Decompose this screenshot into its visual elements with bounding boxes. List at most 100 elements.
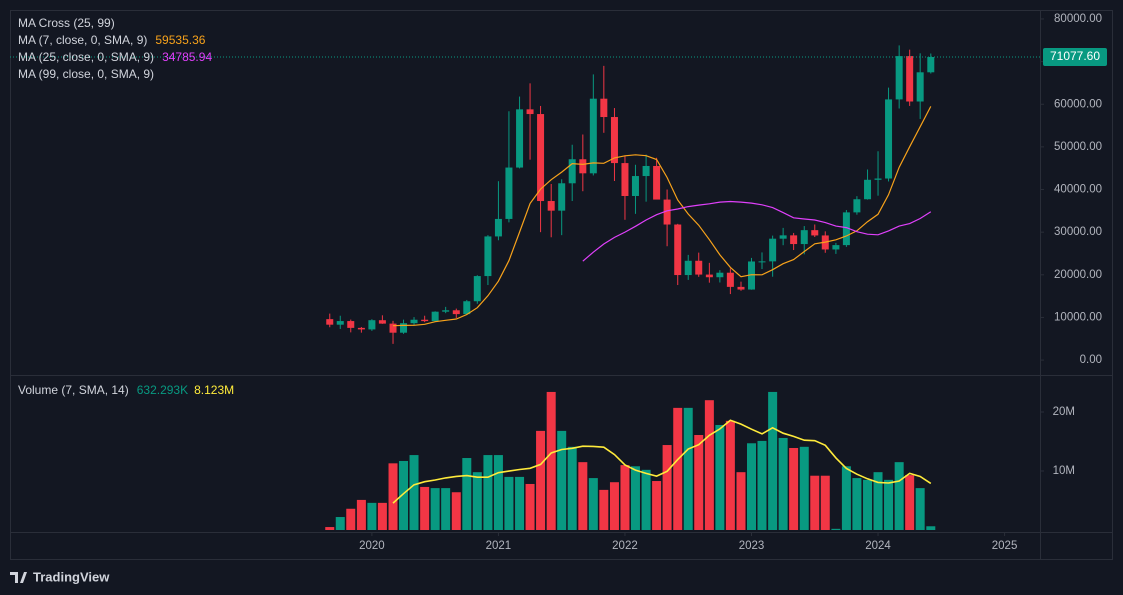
- x-tick-label: 2024: [865, 540, 891, 552]
- candle-body: [547, 201, 555, 211]
- indicator-name: MA (25, close, 0, SMA, 9): [18, 50, 154, 64]
- candle-body: [537, 114, 545, 202]
- volume-bar: [472, 472, 482, 530]
- volume-bar: [567, 446, 577, 530]
- brand-logo: [10, 572, 27, 583]
- candle-body: [895, 56, 903, 100]
- y-tick-label: 30000.00: [1054, 226, 1102, 238]
- candle-body: [452, 310, 460, 315]
- volume-bar: [325, 527, 335, 530]
- volume-bar: [641, 469, 651, 530]
- candle-body: [695, 260, 703, 275]
- indicator-name: MA (99, close, 0, SMA, 9): [18, 67, 154, 81]
- volume-bar: [504, 476, 514, 530]
- candle-body: [747, 261, 755, 290]
- volume-bar: [462, 458, 472, 530]
- volume-bar: [757, 440, 767, 530]
- volume-bar: [841, 466, 851, 530]
- x-tick-label: 2025: [992, 540, 1018, 552]
- candle-body: [906, 56, 914, 102]
- volume-bar: [620, 465, 630, 530]
- candle-body: [378, 320, 386, 324]
- y-tick-label: 20000.00: [1054, 269, 1102, 281]
- ma-line: [582, 200, 932, 262]
- volume-bar: [894, 462, 904, 530]
- volume-bar: [683, 407, 693, 530]
- candle-body: [663, 199, 671, 225]
- candle-body: [600, 98, 608, 118]
- candle-body: [484, 236, 492, 277]
- volume-bar: [377, 502, 387, 530]
- volume-bar: [831, 528, 841, 530]
- volume-legend: Volume (7, SMA, 14): [18, 383, 129, 397]
- volume-bar: [873, 472, 883, 530]
- volume-bar: [367, 502, 377, 530]
- candle-body: [705, 274, 713, 278]
- volume-bar: [557, 430, 567, 530]
- volume-bar: [536, 430, 546, 530]
- volume-y-tick-label: 10M: [1053, 465, 1075, 477]
- candle-body: [842, 212, 850, 246]
- volume-bar: [746, 443, 756, 530]
- volume-bar: [599, 489, 609, 530]
- candle-body: [927, 56, 935, 73]
- candle-body: [832, 245, 840, 250]
- y-tick-label: 40000.00: [1054, 184, 1102, 196]
- candle-body: [864, 179, 872, 200]
- candle-body: [653, 165, 661, 200]
- volume-bar: [588, 478, 598, 530]
- indicator-name: MA Cross (25, 99): [18, 16, 115, 30]
- volume-bar: [673, 407, 683, 530]
- candle-body: [758, 261, 766, 263]
- indicator-name: MA (7, close, 0, SMA, 9): [18, 33, 147, 47]
- candle-body: [737, 286, 745, 290]
- candle-body: [674, 224, 682, 276]
- volume-bar: [388, 463, 398, 530]
- volume-bar: [493, 455, 503, 530]
- volume-bar: [915, 488, 925, 530]
- volume-bar: [863, 479, 873, 530]
- candle-body: [800, 230, 808, 245]
- volume-bar: [662, 445, 672, 530]
- volume-bar: [799, 446, 809, 530]
- candle-body: [326, 319, 334, 325]
- candle-body: [494, 218, 502, 237]
- candle-body: [885, 99, 893, 179]
- candle-body: [589, 98, 597, 174]
- candle-body: [716, 272, 724, 278]
- x-tick-label: 2021: [486, 540, 512, 552]
- candle-body: [853, 199, 861, 213]
- frame: [10, 10, 1113, 560]
- indicator-value: 59535.36: [155, 33, 205, 47]
- last-price-box: [1043, 47, 1107, 66]
- candle-body: [347, 321, 355, 328]
- x-tick-label: 2020: [359, 540, 385, 552]
- volume-bar: [420, 486, 430, 530]
- volume-bar: [430, 488, 440, 530]
- candle-body: [684, 260, 692, 276]
- candle-body: [642, 165, 650, 177]
- volume-bar: [725, 420, 735, 530]
- candle-body: [421, 319, 429, 322]
- volume-bar: [356, 499, 366, 530]
- candle-body: [779, 235, 787, 239]
- volume-bar: [852, 478, 862, 530]
- y-tick-label: 60000.00: [1054, 98, 1102, 110]
- indicator-value: 34785.94: [162, 50, 212, 64]
- volume-bar: [609, 482, 619, 530]
- volume-bar: [525, 483, 535, 530]
- candle-body: [516, 109, 524, 168]
- volume-bar: [694, 435, 704, 530]
- candle-body: [400, 323, 408, 333]
- candle-body: [558, 183, 566, 211]
- candle-body: [621, 163, 629, 196]
- candle-body: [505, 167, 513, 219]
- candle-body: [410, 319, 418, 324]
- volume-bar: [399, 460, 409, 530]
- volume-bar: [578, 462, 588, 530]
- volume-bar: [715, 424, 725, 530]
- volume-y-tick-label: 20M: [1053, 406, 1075, 418]
- candle-body: [368, 320, 376, 330]
- y-tick-label: 0.00: [1080, 354, 1102, 366]
